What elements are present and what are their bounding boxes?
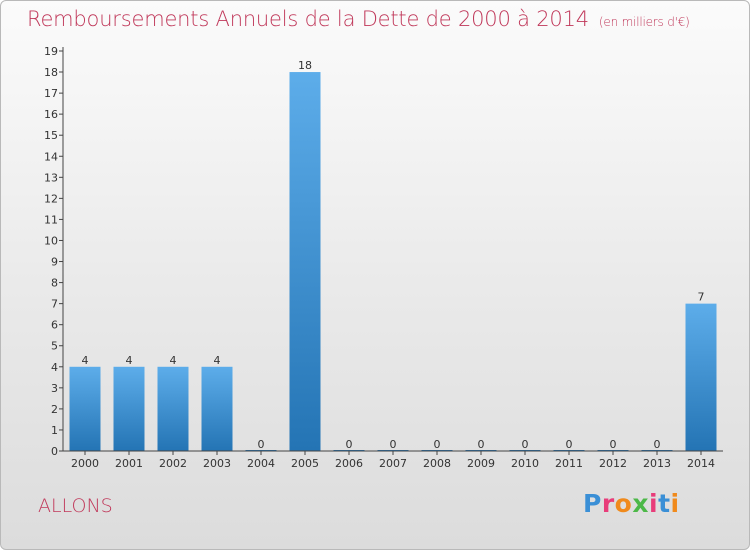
logo-letter: t: [658, 489, 671, 518]
y-tick-label: 12: [44, 192, 58, 205]
x-tick-label: 2012: [599, 457, 627, 470]
x-tick-label: 2003: [203, 457, 231, 470]
y-tick-label: 13: [44, 171, 58, 184]
data-label-2009: 0: [478, 438, 485, 451]
chart-title-text: Remboursements Annuels de la Dette de 20…: [27, 7, 589, 31]
y-tick-label: 16: [44, 108, 58, 121]
bar-2014: [685, 303, 717, 451]
y-tick-label: 14: [44, 150, 58, 163]
data-label-2012: 0: [610, 438, 617, 451]
x-tick-label: 2000: [71, 457, 99, 470]
bar-2005: [289, 72, 321, 451]
bar-2001: [113, 366, 145, 451]
y-tick-label: 9: [51, 256, 58, 269]
proxiti-logo: Proxiti: [583, 489, 680, 518]
y-tick-label: 2: [51, 403, 58, 416]
y-tick-label: 0: [51, 445, 58, 458]
x-tick-label: 2007: [379, 457, 407, 470]
x-tick-label: 2010: [511, 457, 539, 470]
logo-letter: i: [670, 489, 680, 518]
bar-2003: [201, 366, 233, 451]
logo-letter: P: [583, 489, 602, 518]
logo-letter: i: [649, 489, 659, 518]
y-tick-label: 17: [44, 87, 58, 100]
y-tick-label: 5: [51, 340, 58, 353]
data-label-2014: 7: [698, 291, 705, 304]
data-label-2011: 0: [566, 438, 573, 451]
y-tick-label: 15: [44, 129, 58, 142]
chart-title: Remboursements Annuels de la Dette de 20…: [27, 7, 690, 31]
data-label-2013: 0: [654, 438, 661, 451]
x-tick-label: 2009: [467, 457, 495, 470]
y-tick-label: 3: [51, 382, 58, 395]
data-label-2004: 0: [258, 438, 265, 451]
y-tick-label: 6: [51, 319, 58, 332]
y-tick-label: 1: [51, 424, 58, 437]
data-label-2001: 4: [126, 354, 133, 367]
data-label-2000: 4: [82, 354, 89, 367]
x-tick-label: 2008: [423, 457, 451, 470]
x-tick-label: 2001: [115, 457, 143, 470]
commune-name: ALLONS: [38, 495, 113, 517]
x-tick-label: 2005: [291, 457, 319, 470]
x-tick-label: 2004: [247, 457, 275, 470]
logo-letter: x: [632, 489, 649, 518]
y-tick-label: 4: [51, 361, 58, 374]
x-tick-label: 2011: [555, 457, 583, 470]
data-label-2006: 0: [346, 438, 353, 451]
logo-letter: o: [614, 489, 633, 518]
data-label-2008: 0: [434, 438, 441, 451]
x-tick-label: 2014: [687, 457, 715, 470]
data-label-2005: 18: [298, 59, 312, 72]
x-tick-label: 2002: [159, 457, 187, 470]
y-tick-label: 8: [51, 277, 58, 290]
bar-2000: [69, 366, 101, 451]
bar-2002: [157, 366, 189, 451]
data-label-2007: 0: [390, 438, 397, 451]
data-label-2003: 4: [214, 354, 221, 367]
y-tick-label: 18: [44, 66, 58, 79]
bars: 4 4 4 4 0 18 0 0 0 0 0 0 0 0 7: [69, 59, 717, 451]
y-tick-label: 19: [44, 45, 58, 58]
logo-letter: r: [601, 489, 615, 518]
x-tick-label: 2013: [643, 457, 671, 470]
data-label-2010: 0: [522, 438, 529, 451]
chart-subtitle: (en milliers d'€): [598, 15, 690, 29]
y-tick-label: 10: [44, 234, 58, 247]
data-label-2002: 4: [170, 354, 177, 367]
x-axis: 2000 2001 2002 2003 2004 2005 2006 2007 2008 2009…: [63, 450, 723, 470]
x-tick-label: 2006: [335, 457, 363, 470]
y-tick-label: 7: [51, 298, 58, 311]
y-tick-label: 11: [44, 213, 58, 226]
